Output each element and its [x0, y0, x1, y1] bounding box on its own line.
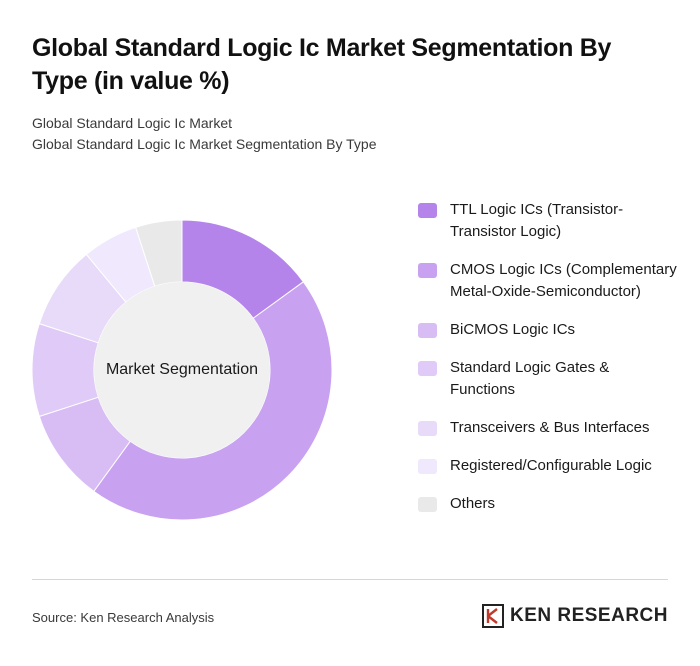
donut-svg	[31, 219, 333, 521]
legend-item[interactable]: TTL Logic ICs (Transistor-Transistor Log…	[418, 199, 678, 243]
footer-divider	[32, 579, 668, 580]
legend-swatch	[418, 497, 437, 512]
breadcrumb: Global Standard Logic Ic Market Global S…	[32, 113, 377, 155]
legend-swatch	[418, 203, 437, 218]
chart-legend: TTL Logic ICs (Transistor-Transistor Log…	[418, 199, 678, 531]
legend-swatch	[418, 323, 437, 338]
chart-title: Global Standard Logic Ic Market Segmenta…	[32, 34, 612, 95]
legend-item[interactable]: Standard Logic Gates & Functions	[418, 357, 678, 401]
legend-label: Transceivers & Bus Interfaces	[450, 419, 650, 436]
legend-swatch	[418, 263, 437, 278]
legend-label: CMOS Logic ICs (Complementary Metal-Oxid…	[450, 261, 677, 300]
legend-item[interactable]: Transceivers & Bus Interfaces	[418, 417, 678, 439]
legend-label: Standard Logic Gates & Functions	[450, 359, 610, 398]
legend-item[interactable]: Others	[418, 493, 678, 515]
legend-label: Others	[450, 495, 496, 512]
source-note: Source: Ken Research Analysis	[32, 610, 215, 625]
breadcrumb-market[interactable]: Global Standard Logic Ic Market	[32, 115, 232, 131]
legend-item[interactable]: Registered/Configurable Logic	[418, 455, 678, 477]
breadcrumb-segmentation[interactable]: Global Standard Logic Ic Market Segmenta…	[32, 136, 377, 152]
brand-name: KEN RESEARCH	[509, 605, 668, 626]
legend-label: TTL Logic ICs (Transistor-Transistor Log…	[450, 201, 624, 240]
legend-item[interactable]: CMOS Logic ICs (Complementary Metal-Oxid…	[418, 259, 678, 303]
donut-hole	[94, 282, 270, 458]
legend-swatch	[418, 421, 437, 436]
legend-swatch	[418, 459, 437, 474]
donut-chart: Market Segmentation	[30, 218, 334, 522]
legend-item[interactable]: BiCMOS Logic ICs	[418, 319, 678, 341]
ken-research-logo-icon	[481, 604, 504, 628]
legend-label: BiCMOS Logic ICs	[450, 321, 576, 338]
ken-research-logo: KEN RESEARCH	[481, 604, 668, 628]
legend-label: Registered/Configurable Logic	[450, 457, 652, 474]
legend-swatch	[418, 361, 437, 376]
